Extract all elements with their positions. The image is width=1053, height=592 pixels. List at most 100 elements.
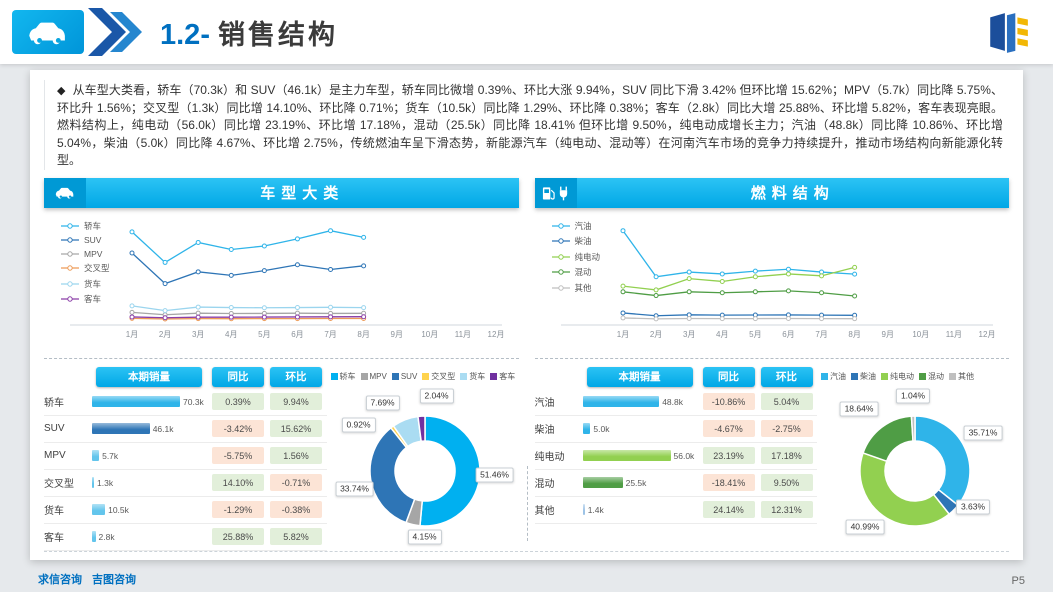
legend-marker xyxy=(551,238,570,244)
panel-vehicle-type: 车型大类 轿车 SUV MPV 交叉型 货车 客车 1月 2月 3月 4月 5月 6月 7月 8月 9月 1… xyxy=(44,177,519,555)
table-row: 柴油 5.0k -4.67% -2.75% xyxy=(534,416,817,443)
svg-text:9月: 9月 xyxy=(391,330,403,339)
panel-header-fuel: 燃料结构 xyxy=(534,177,1009,208)
diamond-bullet: ◆ xyxy=(57,85,66,97)
donut-legend: 汽油 柴油 纯电动 混动 其他 xyxy=(821,367,1009,387)
donut-legend-item: 客车 xyxy=(490,371,515,382)
svg-text:6月: 6月 xyxy=(291,330,303,339)
table-row: SUV 46.1k -3.42% 15.62% xyxy=(44,416,327,443)
row-label: 汽油 xyxy=(534,398,555,409)
svg-text:5月: 5月 xyxy=(749,330,761,339)
sales-bar: 48.8k xyxy=(582,396,697,407)
line-legend-item: 混动 xyxy=(551,266,601,278)
page-title-block: 1.2- 销售结构 xyxy=(160,13,338,52)
svg-text:12月: 12月 xyxy=(488,330,505,339)
footer-link-jitu[interactable]: 吉图咨询 xyxy=(92,574,136,586)
line-legend-item: 货车 xyxy=(60,278,110,290)
chevron-decoration xyxy=(88,8,142,56)
svg-text:8月: 8月 xyxy=(357,330,369,339)
svg-text:5月: 5月 xyxy=(258,330,270,339)
summary-paragraph: ◆ 从车型大类看，轿车（70.3k）和 SUV（46.1k）是主力车型，轿车同比微… xyxy=(44,80,1009,170)
donut-label: 35.71% xyxy=(963,425,1003,440)
donut-legend-item: 柴油 xyxy=(851,371,876,382)
panel-title: 燃料结构 xyxy=(750,185,835,202)
yoy-cell: 23.19% xyxy=(702,447,755,464)
summary-text: 从车型大类看，轿车（70.3k）和 SUV（46.1k）是主力车型，轿车同比微增… xyxy=(57,83,1003,168)
svg-text:12月: 12月 xyxy=(978,330,995,339)
sales-value: 46.1k xyxy=(152,423,174,434)
line-chart-legend: 轿车 SUV MPV 交叉型 货车 客车 xyxy=(60,220,110,306)
donut-label: 18.64% xyxy=(839,401,879,416)
mom-cell: -0.71% xyxy=(270,474,322,491)
column-header-mom: 环比 xyxy=(270,366,322,387)
table-row: 混动 25.5k -18.41% 9.50% xyxy=(534,470,817,497)
table-row: 交叉型 1.3k 14.10% -0.71% xyxy=(44,470,327,497)
panel-fuel-structure: 燃料结构 汽油 柴油 纯电动 混动 其他 1月 2月 3月 4月 5月 6月 7月 8月 9月 10月 11… xyxy=(534,177,1010,555)
panel-header-vehicle: 车型大类 xyxy=(44,177,519,208)
row-label: 货车 xyxy=(44,506,64,517)
content-card: ◆ 从车型大类看，轿车（70.3k）和 SUV（46.1k）是主力车型，轿车同比微… xyxy=(30,70,1023,560)
svg-text:9月: 9月 xyxy=(881,330,893,339)
sales-bar: 1.4k xyxy=(582,504,697,515)
line-legend-item: 交叉型 xyxy=(60,262,110,274)
svg-text:7月: 7月 xyxy=(324,330,336,339)
column-header-sales: 本期销量 xyxy=(96,366,202,387)
sales-value: 56.0k xyxy=(673,450,695,461)
yoy-cell: -18.41% xyxy=(702,474,755,491)
line-chart-legend: 汽油 柴油 纯电动 混动 其他 xyxy=(551,220,601,294)
table-row: 轿车 70.3k 0.39% 9.94% xyxy=(44,389,327,416)
sales-bar: 70.3k xyxy=(92,396,206,407)
svg-text:1月: 1月 xyxy=(616,330,628,339)
line-legend-item: 纯电动 xyxy=(551,251,600,263)
vehicle-donut-column: 轿车 MPV SUV 交叉型 货车 客车 51.46% 4.15% 33.74% 0.92% 7.… xyxy=(330,367,519,555)
donut-legend-item: 混动 xyxy=(919,371,944,382)
sales-value: 48.8k xyxy=(662,396,683,407)
line-legend-item: 客车 xyxy=(60,293,110,305)
mom-cell: 9.94% xyxy=(270,393,322,410)
sales-bar: 5.0k xyxy=(582,423,697,434)
car-icon xyxy=(44,177,86,208)
yoy-cell: -1.29% xyxy=(212,501,264,518)
vehicle-line-chart: 轿车 SUV MPV 交叉型 货车 客车 1月 2月 3月 4月 5月 6月 7月 8月 9月 10月 11月… xyxy=(44,212,519,354)
table-header: 本期销量 同比 环比 xyxy=(44,366,327,387)
fuel-sales-table: 本期销量 同比 环比 汽油 48.8k -10.86% 5.04% 柴油 5.0k -4.6… xyxy=(534,366,818,555)
donut-legend: 轿车 MPV SUV 交叉型 货车 客车 xyxy=(330,367,519,387)
line-legend-item: 其他 xyxy=(551,282,601,294)
legend-marker xyxy=(61,265,79,271)
svg-text:4月: 4月 xyxy=(716,330,728,339)
fuel-line-chart: 汽油 柴油 纯电动 混动 其他 1月 2月 3月 4月 5月 6月 7月 8月 9月 10月 11月 12月 xyxy=(535,212,1010,354)
yoy-cell: 24.14% xyxy=(702,501,755,518)
top-header: 1.2- 销售结构 xyxy=(0,0,1053,64)
yoy-cell: 0.39% xyxy=(212,393,264,410)
row-label: 其他 xyxy=(534,506,555,517)
bottom-divider xyxy=(44,551,1009,552)
donut-legend-item: 其他 xyxy=(949,371,974,382)
mom-cell: 5.04% xyxy=(760,393,813,410)
donut-label: 4.15% xyxy=(407,529,442,544)
fuel-donut-column: 汽油 柴油 纯电动 混动 其他 35.71% 3.63% 40.99% 18.64% 1.04% xyxy=(821,367,1009,555)
sales-value: 25.5k xyxy=(625,477,647,488)
donut-label: 1.04% xyxy=(895,388,931,403)
svg-text:3月: 3月 xyxy=(682,330,694,339)
donut-label: 0.92% xyxy=(341,417,376,432)
footer-link-qiuxin[interactable]: 求信咨询 xyxy=(38,574,82,586)
donut-legend-item: SUV xyxy=(391,372,417,381)
yoy-cell: 25.88% xyxy=(212,528,264,545)
fuel-donut-chart: 35.71% 3.63% 40.99% 18.64% 1.04% xyxy=(821,387,1009,555)
row-label: 交叉型 xyxy=(44,479,74,490)
donut-legend-item: MPV xyxy=(360,372,387,381)
svg-text:2月: 2月 xyxy=(649,330,661,339)
table-header: 本期销量 同比 环比 xyxy=(535,366,818,387)
legend-marker xyxy=(61,296,79,302)
row-label: 客车 xyxy=(44,533,64,544)
line-legend-item: SUV xyxy=(60,235,110,245)
legend-marker xyxy=(61,280,79,287)
yoy-cell: -4.67% xyxy=(702,420,755,437)
sales-value: 5.0k xyxy=(593,423,610,434)
donut-label: 40.99% xyxy=(845,519,885,534)
legend-marker xyxy=(61,237,79,243)
svg-text:10月: 10月 xyxy=(912,330,929,339)
table-row: 客车 2.8k 25.88% 5.82% xyxy=(44,524,327,551)
row-label: 轿车 xyxy=(44,398,64,409)
row-label: SUV xyxy=(44,423,65,434)
